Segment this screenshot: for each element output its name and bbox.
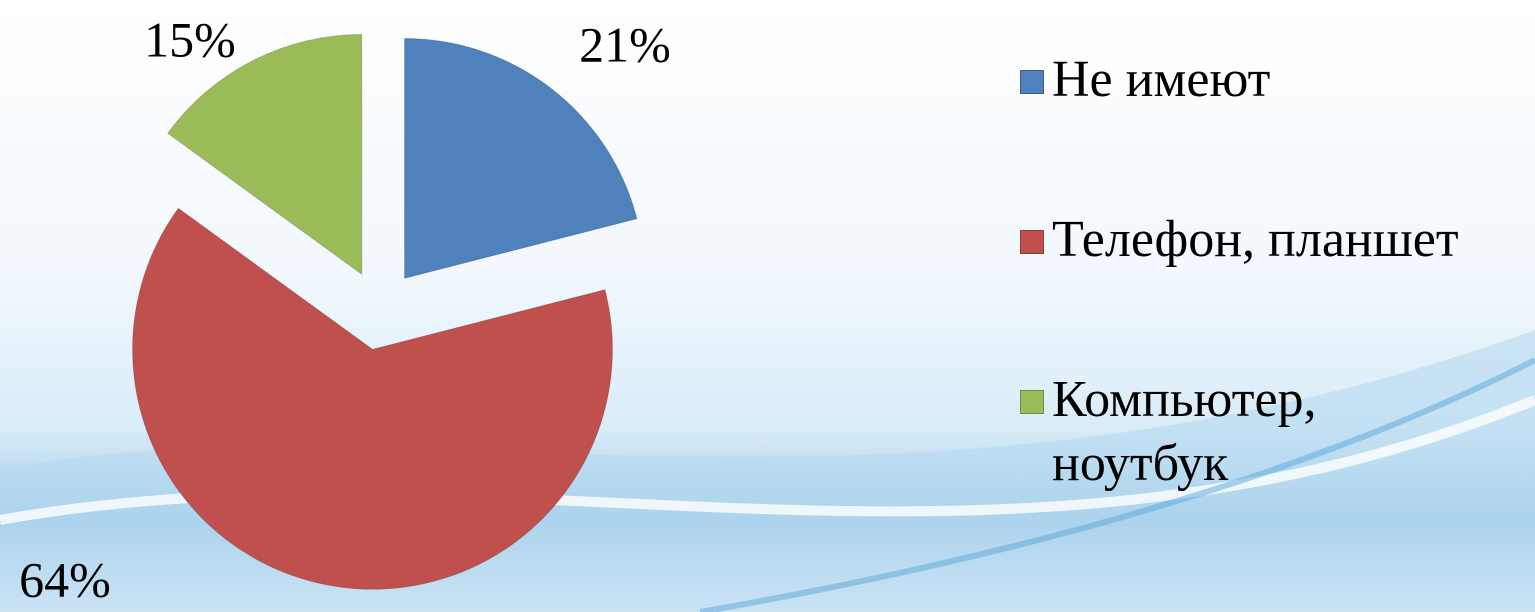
pie-slice: [166, 33, 363, 276]
legend-label: Телефон, планшет: [1052, 211, 1459, 268]
legend-item: Не имеют: [1020, 48, 1502, 112]
data-label: 15%: [144, 11, 236, 67]
legend-swatch: [1020, 390, 1044, 414]
legend: Не имеют Телефон, планшет Компьютер, ноутб…: [1020, 48, 1502, 592]
pie-slice: [404, 37, 638, 280]
pie-slice: [132, 207, 613, 590]
legend-item: Компьютер, ноутбук: [1020, 368, 1502, 496]
legend-label: Не имеют: [1052, 51, 1271, 108]
legend-swatch: [1020, 230, 1044, 254]
legend-swatch: [1020, 70, 1044, 94]
legend-label: Компьютер, ноутбук: [1052, 371, 1317, 492]
data-label: 64%: [19, 551, 111, 607]
data-label: 21%: [579, 16, 671, 72]
pie-chart: 21% 64% 15%: [19, 11, 671, 607]
legend-item: Телефон, планшет: [1020, 208, 1502, 272]
